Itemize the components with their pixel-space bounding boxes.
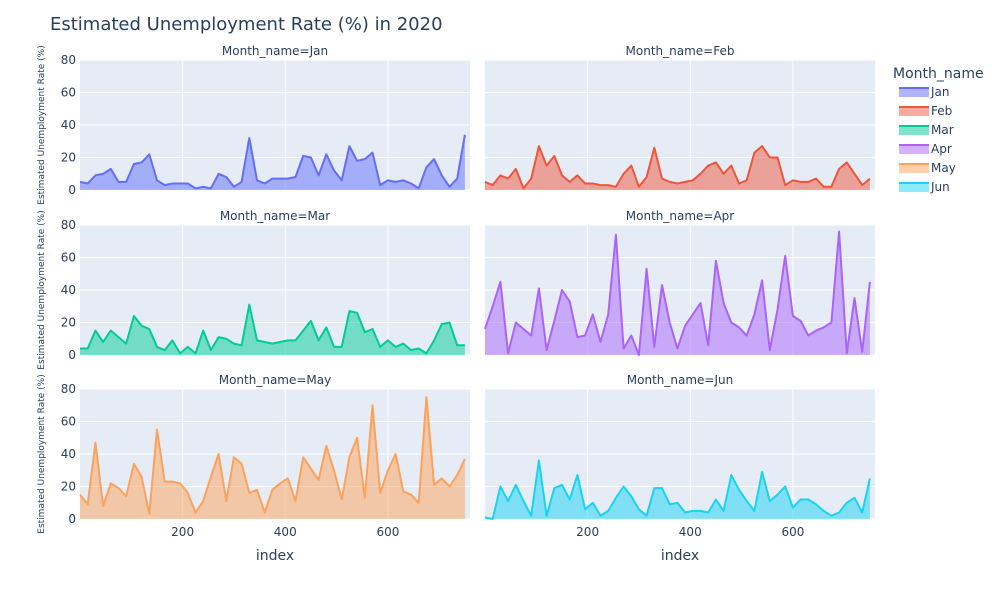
facet-panel-mar: Month_name=Mar 0 20 40 60 80 Estimated Unemplo… [37, 209, 470, 370]
y-tick-label: 80 [61, 218, 76, 232]
series-line-apr [484, 230, 871, 356]
legend: Month_name Jan Feb Mar Apr May Jun [893, 66, 984, 194]
y-tick-label: 60 [61, 86, 76, 100]
y-tick-label: 40 [61, 283, 76, 297]
y-tick-label: 20 [61, 316, 76, 330]
series-area-may [80, 397, 465, 519]
facet-panel-apr: Month_name=Apr [484, 209, 875, 356]
legend-swatch-fill [899, 88, 929, 97]
facet-label: Month_name=Feb [626, 44, 735, 58]
legend-swatch-fill [899, 107, 929, 116]
legend-label: May [931, 161, 956, 175]
legend-item-jun[interactable]: Jun [899, 180, 950, 194]
y-tick-label: 80 [61, 53, 76, 67]
y-tick-label: 20 [61, 151, 76, 165]
x-tick-label: 200 [576, 525, 599, 539]
facet-label: Month_name=Apr [626, 209, 735, 223]
facet-label: Month_name=Mar [220, 209, 330, 223]
facet-label: Month_name=May [219, 373, 332, 387]
legend-label: Feb [931, 104, 952, 118]
x-tick-label: 400 [274, 525, 297, 539]
legend-title: Month_name [893, 66, 984, 82]
series-area-jan [80, 134, 465, 190]
y-tick-label: 80 [61, 382, 76, 396]
x-tick-label: 600 [376, 525, 399, 539]
y-tick-label: 40 [61, 447, 76, 461]
facet-panel-feb: Month_name=Feb [484, 44, 875, 191]
legend-item-apr[interactable]: Apr [899, 142, 952, 156]
chart-title: Estimated Unemployment Rate (%) in 2020 [50, 14, 443, 35]
series-line-jan [79, 134, 466, 190]
facet-panel-may: Month_name=May 0 20 40 60 80 Estimated Unemplo… [37, 373, 470, 564]
facet-panel-jun: Month_name=Jun 200 400 600 index [484, 373, 875, 564]
y-tick-label: 60 [61, 251, 76, 265]
y-axis-title: Estimated Unemployment Rate (%) [37, 210, 47, 369]
legend-swatch-fill [899, 126, 929, 135]
legend-item-mar[interactable]: Mar [899, 123, 954, 137]
legend-item-feb[interactable]: Feb [899, 104, 952, 118]
series-area-mar [80, 304, 465, 355]
legend-item-jan[interactable]: Jan [899, 85, 950, 99]
legend-label: Jun [930, 180, 950, 194]
series-line-may [79, 396, 466, 516]
y-axis-title: Estimated Unemployment Rate (%) [37, 45, 47, 204]
series-area-feb [485, 146, 870, 190]
y-tick-label: 0 [68, 512, 76, 526]
facet-panels: Month_name=Jan 0 20 40 60 80 Estimated Unemplo… [37, 44, 875, 564]
y-tick-label: 40 [61, 118, 76, 132]
legend-swatch-fill [899, 164, 929, 173]
x-tick-label: 200 [171, 525, 194, 539]
y-tick-label: 20 [61, 480, 76, 494]
facet-panel-jan: Month_name=Jan 0 20 40 60 80 Estimated Unemplo… [37, 44, 470, 205]
facet-label: Month_name=Jun [627, 373, 733, 387]
series-line-feb [484, 145, 871, 190]
series-area-jun [485, 460, 870, 519]
legend-label: Apr [931, 142, 952, 156]
legend-item-may[interactable]: May [899, 161, 956, 175]
series-line-jun [484, 459, 871, 520]
legend-swatch-fill [899, 183, 929, 192]
x-axis-title: index [256, 548, 294, 564]
y-tick-label: 60 [61, 415, 76, 429]
facet-label: Month_name=Jan [222, 44, 328, 58]
y-tick-label: 0 [68, 183, 76, 197]
y-axis-title: Estimated Unemployment Rate (%) [37, 374, 47, 533]
x-tick-label: 600 [781, 525, 804, 539]
legend-swatch-fill [899, 145, 929, 154]
legend-label: Mar [931, 123, 954, 137]
x-axis-title: index [661, 548, 699, 564]
series-line-mar [80, 303, 465, 355]
legend-label: Jan [930, 85, 950, 99]
y-tick-label: 0 [68, 348, 76, 362]
x-tick-label: 400 [679, 525, 702, 539]
